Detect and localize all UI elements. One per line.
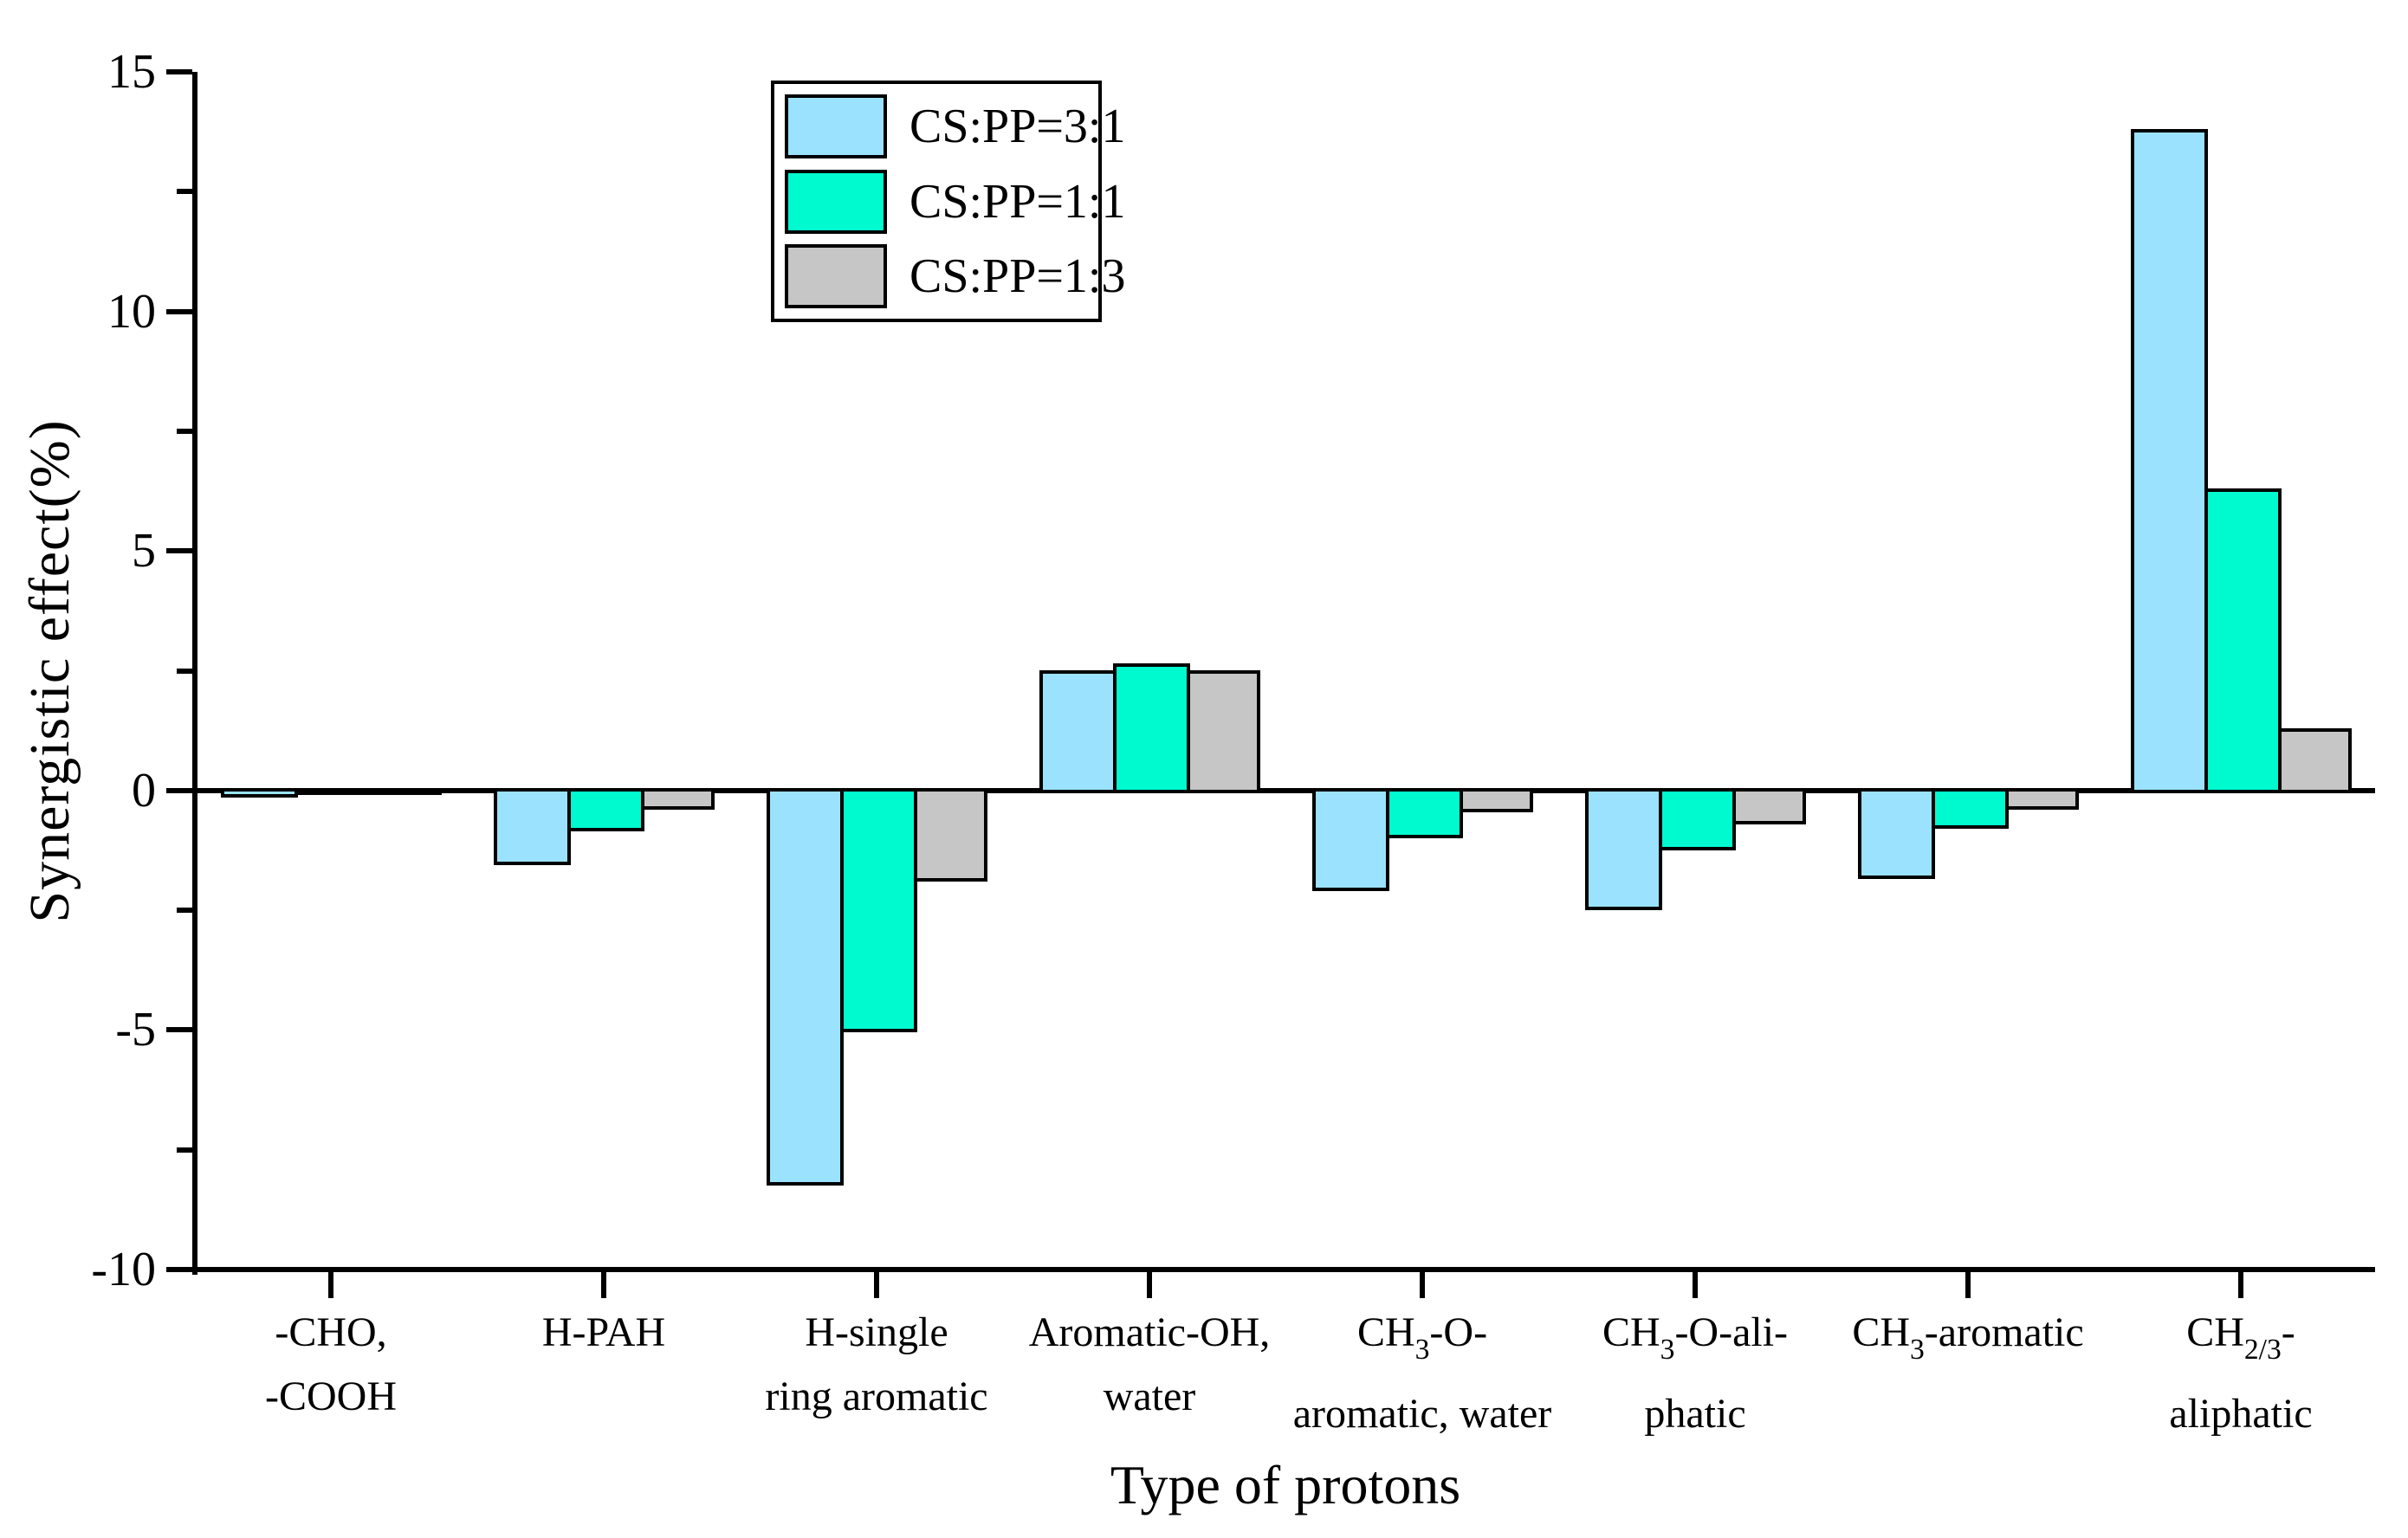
y-axis-major-tick (166, 548, 192, 554)
bar-aromatic-oh-water-s2 (1186, 670, 1260, 793)
bar--cho-cooh-s1 (294, 787, 372, 795)
category-label: Aromatic-OH, water (1028, 1309, 1271, 1419)
y-axis-tick-label: 0 (132, 763, 156, 817)
y-axis-tick-label: 15 (107, 45, 156, 99)
y-axis-major-tick (166, 308, 192, 314)
bar-h-single-ring-aromatic-s2 (913, 787, 987, 882)
legend-item: CS:PP=3:1 (785, 92, 1125, 161)
x-axis-category-tick (1147, 1272, 1152, 1298)
bar--cho-cooh-s0 (220, 787, 298, 798)
bar-ch2-3-aliphatic-s2 (2277, 727, 2352, 793)
y-axis-major-tick (166, 1267, 192, 1272)
legend-label: CS:PP=1:3 (909, 249, 1126, 303)
x-axis-category-tick (874, 1272, 879, 1298)
bar-ch3-o-aliphatic-s0 (1584, 787, 1662, 911)
bar-ch2-3-aliphatic-s0 (2130, 129, 2208, 793)
x-axis-category-tick (601, 1272, 606, 1298)
bar-ch3-aromatic-s2 (2004, 787, 2079, 811)
bar-h-pah-s0 (493, 787, 571, 865)
x-axis-category-tick (1965, 1272, 1971, 1298)
y-axis-minor-tick (177, 668, 192, 674)
bar-h-single-ring-aromatic-s1 (839, 787, 917, 1033)
x-axis-category-tick (328, 1272, 333, 1298)
x-axis-baseline (192, 1267, 2375, 1272)
category-label: -CHO, -COOH (265, 1309, 397, 1419)
category-label: CH3-O-ali-phatic (1602, 1309, 1789, 1437)
bar-ch3-o-aromatic-water-s1 (1385, 787, 1463, 839)
y-axis-major-tick (166, 787, 192, 793)
bar--cho-cooh-s2 (367, 787, 442, 795)
y-axis-tick-label: -5 (115, 1003, 156, 1057)
bar-aromatic-oh-water-s1 (1112, 662, 1190, 793)
bar-ch3-o-aliphatic-s2 (1732, 787, 1806, 824)
category-label: H-single ring aromatic (765, 1309, 988, 1419)
y-axis-title: Synergistic effect(%) (18, 419, 81, 923)
x-axis-category-tick (1420, 1272, 1425, 1298)
legend-label: CS:PP=1:1 (909, 174, 1126, 229)
y-axis-minor-tick (177, 1147, 192, 1153)
y-axis-minor-tick (177, 189, 192, 195)
legend-item: CS:PP=1:1 (785, 167, 1125, 236)
bar-ch3-o-aromatic-water-s0 (1311, 787, 1389, 892)
bar-h-single-ring-aromatic-s0 (766, 787, 844, 1186)
category-label: CH3-aromatic (1852, 1309, 2084, 1366)
legend-label: CS:PP=3:1 (909, 100, 1126, 153)
legend-swatch (785, 244, 887, 308)
bar-h-pah-s2 (640, 787, 715, 811)
y-axis-minor-tick (177, 908, 192, 914)
bar-ch2-3-aliphatic-s1 (2204, 488, 2282, 793)
bar-ch3-aromatic-s0 (1857, 787, 1935, 880)
bar-h-pah-s1 (566, 787, 644, 832)
y-axis-line (192, 72, 197, 1275)
bar-ch3-o-aliphatic-s1 (1658, 787, 1736, 851)
bar-aromatic-oh-water-s0 (1039, 670, 1117, 793)
bar-ch3-o-aromatic-water-s2 (1459, 787, 1533, 812)
y-axis-major-tick (166, 69, 192, 74)
bar-ch3-aromatic-s1 (1931, 787, 2009, 830)
y-axis-major-tick (166, 1027, 192, 1033)
y-axis-tick-label: 10 (107, 284, 156, 339)
category-label: CH3-O-aromatic, water (1292, 1309, 1552, 1437)
category-label: CH2/3- aliphatic (2169, 1309, 2313, 1437)
legend-swatch (785, 169, 887, 234)
legend-item: CS:PP=1:3 (785, 242, 1125, 311)
legend-swatch (785, 94, 887, 158)
category-label: H-PAH (541, 1309, 666, 1355)
x-axis-category-tick (2238, 1272, 2243, 1298)
x-axis-category-tick (1693, 1272, 1698, 1298)
y-axis-tick-label: -10 (91, 1243, 156, 1296)
y-axis-tick-label: 5 (132, 524, 156, 578)
zero-axis-line (192, 788, 2375, 793)
x-axis-title: Type of protons (1110, 1454, 1461, 1515)
y-axis-minor-tick (177, 428, 192, 434)
legend: CS:PP=3:1 CS:PP=1:1 CS:PP=1:3 (771, 81, 1125, 322)
